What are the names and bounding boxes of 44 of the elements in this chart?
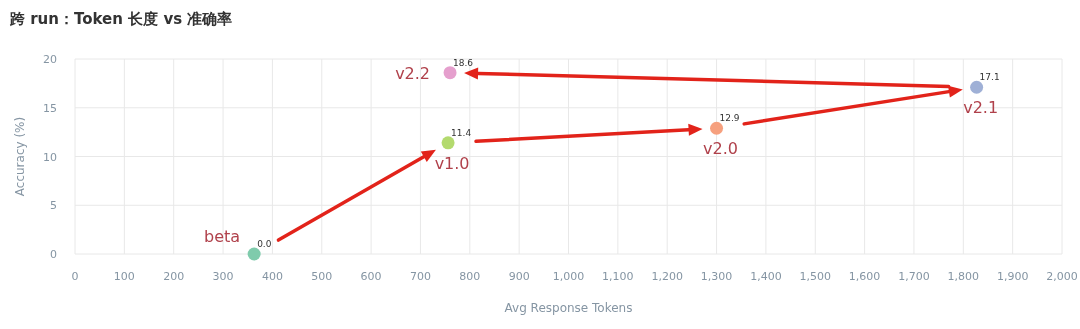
point <box>970 80 984 94</box>
y-tick-label: 15 <box>43 101 57 115</box>
x-tick-label: 1,900 <box>996 270 1029 283</box>
x-tick-label: 900 <box>508 270 530 283</box>
x-tick-label: 0 <box>71 270 79 283</box>
x-tick-label: 2,000 <box>1046 270 1078 283</box>
x-tick-label: 1,400 <box>750 270 782 283</box>
annotation: v2.2 <box>395 63 431 83</box>
chart-title: 跨 run：Token 长度 vs 准确率 <box>9 10 233 28</box>
data-label: 18.6 <box>453 57 474 68</box>
x-tick-label: 200 <box>163 270 185 283</box>
point <box>441 136 455 150</box>
annotation: v2.0 <box>703 139 739 159</box>
annotation: v2.1 <box>963 98 999 118</box>
x-tick-label: 1,500 <box>799 270 831 283</box>
x-tick-label: 400 <box>261 270 283 283</box>
point <box>710 121 724 135</box>
y-tick-label: 20 <box>43 53 57 66</box>
annotation: v1.0 <box>434 153 470 173</box>
x-tick-label: 100 <box>113 270 135 283</box>
data-label: 17.1 <box>979 72 1000 83</box>
y-axis-title: Accuracy (%) <box>13 116 27 197</box>
x-tick-label: 1,000 <box>552 270 585 283</box>
x-tick-label: 800 <box>459 270 481 283</box>
point <box>443 66 457 80</box>
y-tick-label: 0 <box>50 248 57 261</box>
x-axis-title: Avg Response Tokens <box>504 301 633 315</box>
x-tick-label: 600 <box>360 270 382 283</box>
x-tick-label: 300 <box>212 270 234 283</box>
annotation: beta <box>204 227 241 246</box>
data-label: 12.9 <box>719 113 740 124</box>
x-tick-label: 700 <box>409 270 431 283</box>
data-label: 0.0 <box>257 239 272 249</box>
y-tick-label: 10 <box>43 150 57 164</box>
x-tick-label: 1,200 <box>651 270 683 283</box>
x-tick-label: 1,300 <box>700 270 733 283</box>
data-label: 11.4 <box>451 127 472 138</box>
x-tick-label: 1,800 <box>947 270 980 283</box>
x-tick-label: 500 <box>311 270 333 283</box>
point <box>247 247 261 261</box>
x-tick-label: 1,600 <box>848 270 881 283</box>
x-tick-label: 1,100 <box>602 270 634 283</box>
y-tick-label: 5 <box>50 199 57 213</box>
x-tick-label: 1,700 <box>898 270 930 283</box>
